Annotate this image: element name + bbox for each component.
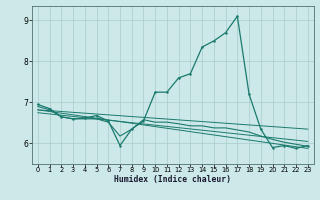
X-axis label: Humidex (Indice chaleur): Humidex (Indice chaleur) [114,175,231,184]
